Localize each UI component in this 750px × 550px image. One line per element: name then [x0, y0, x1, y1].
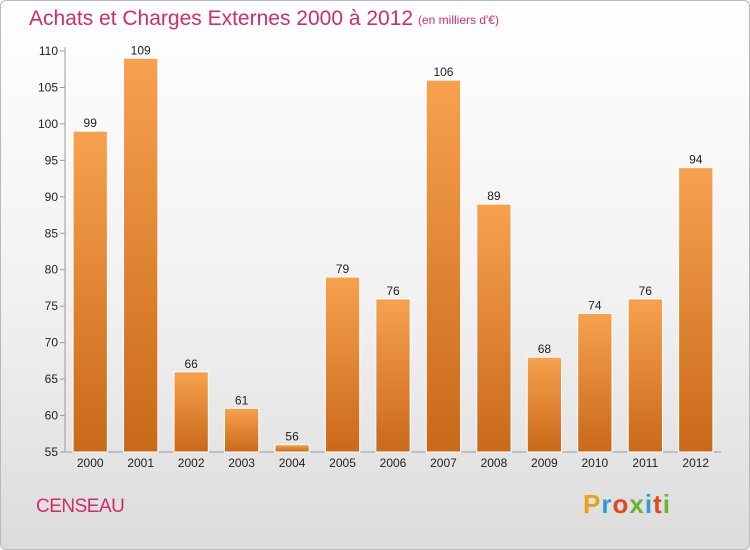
bar-2003	[223, 407, 260, 453]
value-label-2006: 76	[386, 284, 400, 298]
y-tick-label: 80	[45, 263, 59, 277]
x-tick-label-2009: 2009	[531, 456, 558, 470]
x-tick-label-2006: 2006	[380, 456, 407, 470]
y-tick-label: 85	[45, 226, 59, 240]
value-label-2000: 99	[84, 116, 98, 130]
x-tick-label-2001: 2001	[127, 456, 154, 470]
y-tick-label: 95	[45, 153, 59, 167]
value-label-2005: 79	[336, 262, 350, 276]
value-label-2003: 61	[235, 393, 249, 407]
chart-title: Achats et Charges Externes 2000 à 2012	[29, 7, 414, 30]
value-label-2009: 68	[538, 342, 552, 356]
bar-2002	[173, 371, 209, 453]
y-tick-label: 70	[45, 336, 59, 350]
x-tick-label-2002: 2002	[178, 456, 205, 470]
bar-2005	[324, 276, 361, 453]
value-label-2001: 109	[131, 43, 151, 57]
bar-2004	[274, 444, 310, 453]
value-label-2002: 66	[184, 357, 198, 371]
x-tick-label-2007: 2007	[430, 456, 457, 470]
y-tick-label: 65	[45, 372, 59, 386]
bar-2006	[375, 298, 411, 453]
bar-2008	[476, 203, 512, 453]
x-tick-label-2012: 2012	[682, 456, 709, 470]
x-tick-label-2004: 2004	[279, 456, 306, 470]
bar-2009	[526, 356, 563, 453]
proxiti-logo: Proxiti	[583, 489, 671, 519]
value-label-2008: 89	[487, 189, 501, 203]
bar-2007	[425, 79, 462, 453]
y-tick-label: 100	[38, 117, 58, 131]
value-label-2007: 106	[433, 65, 453, 79]
y-tick-label: 55	[45, 445, 59, 459]
x-tick-label-2010: 2010	[581, 456, 608, 470]
bar-2001	[123, 57, 159, 453]
value-label-2010: 74	[588, 298, 602, 312]
bar-2010	[577, 312, 613, 453]
value-label-2004: 56	[285, 430, 299, 444]
y-tick-label: 75	[45, 299, 59, 313]
chart-unit: (en milliers d'€)	[418, 13, 499, 27]
y-tick-label: 105	[38, 80, 58, 94]
y-tick-label: 90	[45, 190, 59, 204]
value-label-2011: 76	[639, 284, 653, 298]
y-tick-label: 60	[45, 409, 59, 423]
x-tick-label-2008: 2008	[481, 456, 508, 470]
y-tick-label: 110	[39, 44, 58, 58]
bar-2012	[678, 167, 714, 453]
x-tick-label-2000: 2000	[77, 456, 104, 470]
commune-name: CENSEAU	[36, 496, 125, 517]
bar-2011	[627, 298, 663, 453]
x-tick-label-2011: 2011	[632, 456, 658, 470]
x-tick-label-2003: 2003	[228, 456, 255, 470]
value-label-2012: 94	[689, 153, 703, 167]
bar-2000	[72, 130, 108, 453]
x-tick-label-2005: 2005	[329, 456, 356, 470]
